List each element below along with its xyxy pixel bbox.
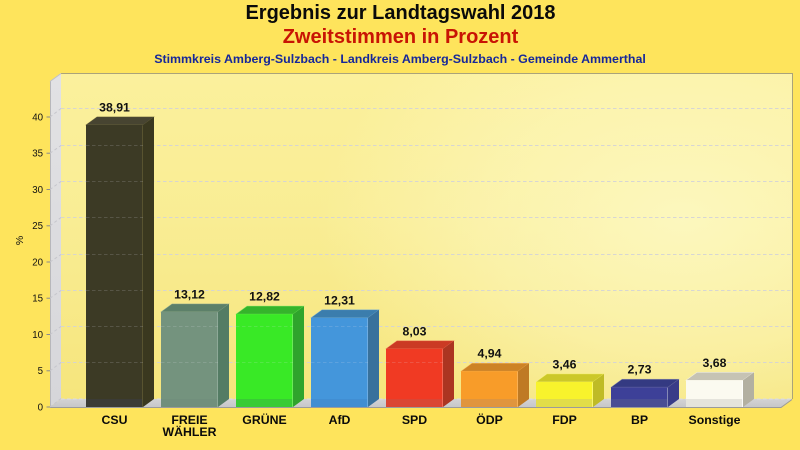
svg-text:5: 5 <box>38 366 43 377</box>
svg-text:AfD: AfD <box>329 413 351 427</box>
svg-text:CSU: CSU <box>102 413 128 427</box>
svg-text:12,82: 12,82 <box>249 290 280 304</box>
svg-text:15: 15 <box>32 294 43 305</box>
svg-text:3,68: 3,68 <box>703 356 727 370</box>
svg-text:20: 20 <box>32 257 43 268</box>
svg-text:13,12: 13,12 <box>174 287 205 301</box>
svg-text:8,03: 8,03 <box>403 324 427 338</box>
svg-text:12,31: 12,31 <box>324 293 355 307</box>
svg-text:ÖDP: ÖDP <box>476 412 503 427</box>
svg-text:WÄHLER: WÄHLER <box>163 424 217 439</box>
svg-text:Sonstige: Sonstige <box>689 413 741 427</box>
svg-text:GRÜNE: GRÜNE <box>242 412 286 427</box>
svg-text:38,91: 38,91 <box>99 100 130 114</box>
svg-text:35: 35 <box>32 149 43 160</box>
svg-text:2,73: 2,73 <box>628 363 652 377</box>
svg-text:%: % <box>14 236 26 245</box>
svg-text:0: 0 <box>38 402 44 413</box>
svg-text:10: 10 <box>32 330 43 341</box>
svg-text:25: 25 <box>32 221 43 232</box>
svg-text:FREIE: FREIE <box>171 413 207 427</box>
svg-text:3,46: 3,46 <box>553 357 577 371</box>
svg-text:30: 30 <box>32 185 43 196</box>
svg-text:40: 40 <box>32 112 43 123</box>
svg-text:BP: BP <box>631 413 648 427</box>
svg-text:4,94: 4,94 <box>478 347 502 361</box>
svg-text:SPD: SPD <box>402 413 427 427</box>
svg-text:FDP: FDP <box>552 413 577 427</box>
